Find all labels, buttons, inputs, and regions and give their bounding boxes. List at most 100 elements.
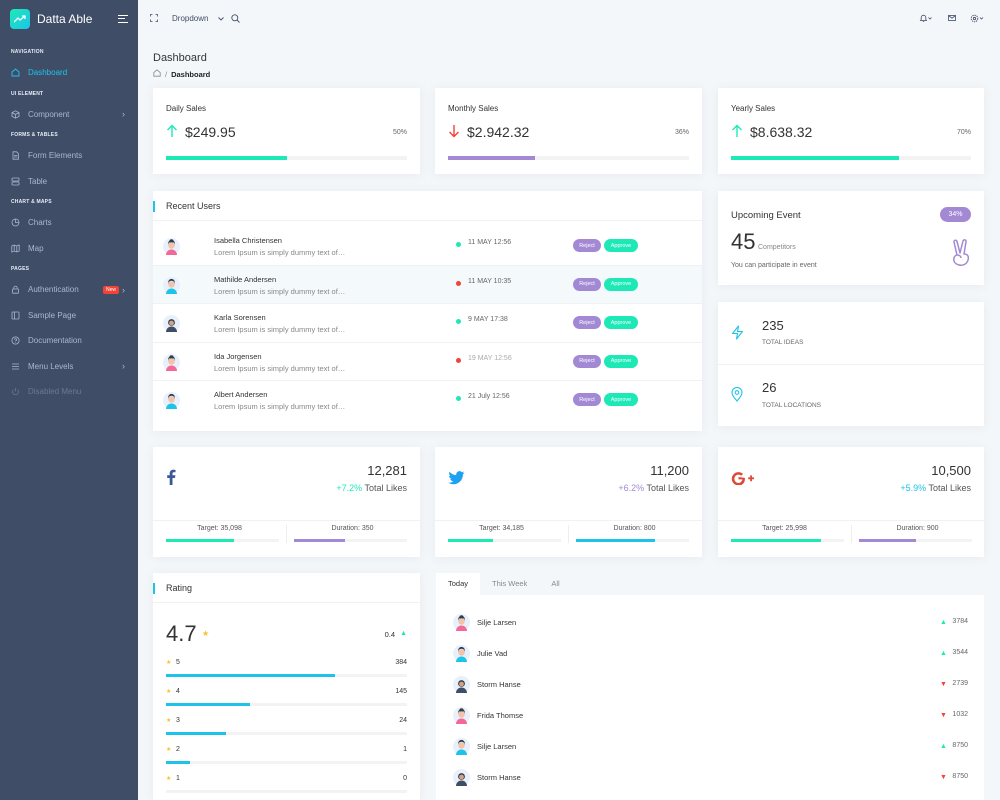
user-date: 19 MAY 12:56 (468, 354, 512, 362)
user-name: Isabella Christensen (214, 236, 282, 245)
header-dropdown[interactable]: Dropdown (172, 14, 224, 23)
tab-this-week[interactable]: This Week (492, 579, 528, 588)
target-progress (166, 539, 279, 542)
divider (718, 364, 984, 365)
social-target: Target: 34,185 (479, 525, 524, 532)
sidebar-item-map[interactable]: Map (0, 236, 138, 262)
home-icon[interactable] (153, 69, 161, 79)
caret-up-icon: ▲ (940, 650, 947, 657)
nav-caption-navigation: NAVIGATION (11, 49, 44, 55)
trending-up-icon[interactable] (10, 8, 30, 29)
approve-button[interactable]: Approve (604, 393, 638, 406)
sidebar-item-label: Dashboard (28, 68, 68, 78)
rating-progress-fill (166, 732, 227, 735)
bell-icon[interactable] (919, 14, 933, 25)
divider (153, 520, 420, 521)
page-title: Dashboard (153, 52, 207, 64)
sidebar-item-label: Charts (28, 218, 52, 228)
event-count: 45 (731, 229, 756, 254)
sidebar-item-table[interactable]: Table (0, 169, 138, 195)
search-icon[interactable] (231, 14, 240, 25)
social-likes: +7.2% Total Likes (336, 483, 407, 493)
sales-title: Yearly Sales (731, 104, 776, 113)
reject-button[interactable]: Reject (573, 393, 601, 406)
user-name: Albert Andersen (214, 390, 268, 399)
user-desc: Lorem Ipsum is simply dummy text of… (214, 402, 346, 411)
rating-average: 4.7 (166, 621, 197, 646)
table-row: Isabella Christensen Lorem Ipsum is simp… (153, 227, 702, 266)
star-icon: ★ (166, 776, 172, 782)
activity-name: Julie Vad (477, 649, 508, 658)
divider (435, 520, 702, 521)
card-title: Recent Users (166, 201, 221, 211)
reject-button[interactable]: Reject (573, 239, 601, 252)
sidebar-item-charts[interactable]: Charts (0, 210, 138, 236)
reject-button[interactable]: Reject (573, 316, 601, 329)
arrow-up-icon (731, 124, 743, 141)
divider (286, 525, 287, 543)
stat-label: TOTAL LOCATIONS (762, 402, 821, 409)
sidebar-icon (11, 311, 20, 320)
social-change: +5.9% (900, 483, 927, 493)
approve-button[interactable]: Approve (604, 316, 638, 329)
user-name: Karla Sorensen (214, 313, 266, 322)
rating-progress (166, 761, 407, 764)
avatar (453, 769, 470, 786)
approve-button[interactable]: Approve (604, 277, 638, 291)
rating-stars: 2 (176, 746, 180, 753)
social-change: +7.2% (336, 483, 363, 493)
sidebar-item-label: Component (28, 109, 70, 119)
user-date: 9 MAY 17:38 (468, 316, 508, 323)
lock-icon (11, 285, 20, 294)
caret-down-icon: ▼ (940, 712, 947, 719)
tab-all[interactable]: All (551, 579, 560, 588)
sidebar-item-menu-levels[interactable]: Menu Levels › (0, 354, 138, 380)
reject-button[interactable]: Reject (573, 354, 601, 368)
victory-hand-icon (951, 239, 971, 270)
target-progress-fill (731, 539, 822, 542)
pie-chart-icon (11, 218, 20, 227)
sidebar-item-component[interactable]: Component › (0, 102, 138, 128)
menu-toggle-icon[interactable] (118, 14, 128, 23)
rating-stars: 4 (176, 688, 180, 695)
avatar (453, 645, 470, 662)
brand: Datta Able (0, 0, 138, 37)
user-name: Ida Jorgensen (214, 351, 262, 361)
settings-icon[interactable] (970, 14, 985, 25)
tab-today[interactable]: Today (436, 573, 481, 595)
reject-button[interactable]: Reject (573, 277, 601, 291)
list-item: Silje Larsen ▲ 8750 (436, 731, 984, 762)
approve-button[interactable]: Approve (604, 354, 638, 368)
sidebar-item-authentication[interactable]: Authentication New › (0, 277, 138, 303)
sidebar-item-sample-page[interactable]: Sample Page (0, 303, 138, 329)
list-item: Julie Vad ▲ 3544 (436, 638, 984, 669)
activity-value: 2739 (952, 680, 968, 687)
user-date: 11 MAY 10:35 (468, 277, 512, 285)
sidebar-item-disabled-menu: Disabled Menu (0, 379, 138, 405)
sidebar-item-dashboard[interactable]: Dashboard (0, 60, 138, 86)
approve-button[interactable]: Approve (604, 239, 638, 252)
list-item: Storm Hanse ▼ 2739 (436, 669, 984, 700)
rating-change: 0.4 (384, 630, 395, 639)
home-icon (11, 68, 20, 77)
avatar (163, 276, 180, 294)
duration-progress-fill (576, 539, 656, 542)
nav-caption-pages: PAGES (11, 266, 30, 272)
sales-progress (166, 156, 407, 160)
social-count: 12,281 (367, 463, 407, 478)
mail-icon[interactable] (948, 14, 956, 24)
map-icon (11, 244, 20, 253)
maximize-icon[interactable] (150, 14, 158, 24)
star-icon: ★ (166, 718, 172, 724)
rating-stars: 5 (176, 659, 180, 666)
user-desc: Lorem Ipsum is simply dummy text of… (214, 248, 346, 257)
caret-up-icon: ▲ (400, 630, 407, 637)
header-accent (153, 201, 155, 212)
sidebar: Datta Able NAVIGATION Dashboard UI ELEME… (0, 0, 138, 800)
sidebar-item-documentation[interactable]: Documentation (0, 328, 138, 354)
duration-progress (859, 539, 972, 542)
sidebar-item-label: Documentation (28, 336, 82, 346)
stat-label: TOTAL IDEAS (762, 339, 804, 346)
sidebar-item-form-elements[interactable]: Form Elements (0, 143, 138, 169)
star-icon: ★ (166, 660, 172, 666)
